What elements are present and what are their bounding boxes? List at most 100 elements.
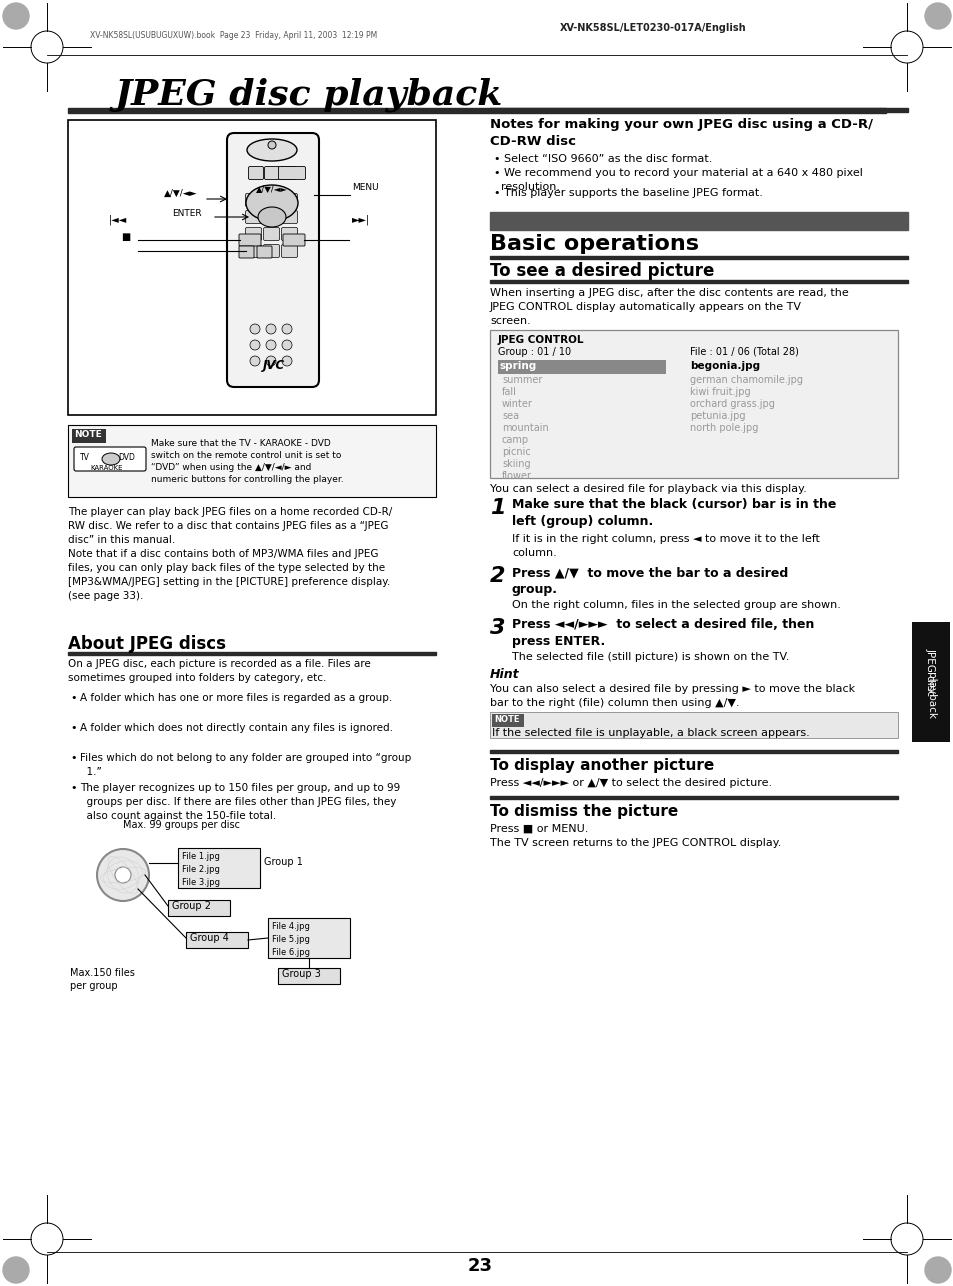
Text: If the selected file is unplayable, a black screen appears.: If the selected file is unplayable, a bl…	[492, 728, 809, 738]
Bar	[268, 918, 350, 958]
Ellipse shape	[257, 207, 286, 228]
FancyBboxPatch shape	[278, 166, 305, 180]
Text: ■: ■	[121, 231, 131, 242]
Bar	[178, 847, 260, 889]
Bar	[68, 652, 436, 655]
FancyBboxPatch shape	[263, 193, 279, 207]
FancyBboxPatch shape	[281, 211, 297, 224]
Text: kiwi fruit.jpg: kiwi fruit.jpg	[689, 387, 750, 397]
Text: 23: 23	[467, 1256, 492, 1274]
FancyBboxPatch shape	[245, 228, 261, 240]
Bar	[490, 256, 907, 258]
Text: 3: 3	[490, 619, 505, 638]
Text: •: •	[70, 754, 76, 763]
Text: To see a desired picture: To see a desired picture	[490, 262, 714, 280]
FancyBboxPatch shape	[239, 234, 261, 246]
Text: mountain: mountain	[501, 423, 548, 433]
Text: KARAOKE: KARAOKE	[90, 466, 122, 471]
Text: About JPEG discs: About JPEG discs	[68, 635, 226, 653]
Text: Make sure that the black (cursor) bar is in the
left (group) column.: Make sure that the black (cursor) bar is…	[512, 498, 836, 529]
Text: •: •	[70, 693, 76, 703]
Text: Group 2: Group 2	[172, 901, 211, 910]
Text: XV-NK58SL/LET0230-017A/English: XV-NK58SL/LET0230-017A/English	[559, 23, 746, 33]
Text: Notes for making your own JPEG disc using a CD-R/
CD-RW disc: Notes for making your own JPEG disc usin…	[490, 118, 872, 148]
Text: If it is in the right column, press ◄ to move it to the left
column.: If it is in the right column, press ◄ to…	[512, 534, 819, 558]
Text: On the right column, files in the selected group are shown.: On the right column, files in the select…	[512, 601, 840, 610]
Text: JPEG CONTROL: JPEG CONTROL	[497, 334, 584, 345]
Text: DVD: DVD	[118, 453, 134, 462]
FancyBboxPatch shape	[280, 166, 295, 180]
FancyBboxPatch shape	[264, 166, 279, 180]
Ellipse shape	[102, 453, 120, 466]
FancyBboxPatch shape	[245, 211, 261, 224]
Text: • Select “ISO 9660” as the disc format.: • Select “ISO 9660” as the disc format.	[494, 154, 712, 165]
Text: summer: summer	[501, 376, 542, 385]
Text: MENU: MENU	[352, 183, 378, 192]
Ellipse shape	[247, 139, 296, 161]
Bar	[490, 212, 907, 230]
Circle shape	[115, 867, 131, 883]
Text: File 6.jpg: File 6.jpg	[272, 948, 310, 957]
Text: •: •	[70, 783, 76, 793]
FancyBboxPatch shape	[263, 228, 279, 240]
Bar	[490, 331, 897, 478]
Text: • We recommend you to record your material at a 640 x 480 pixel
  resolution.: • We recommend you to record your materi…	[494, 168, 862, 192]
Text: File 4.jpg: File 4.jpg	[272, 922, 310, 931]
Circle shape	[3, 1256, 29, 1283]
Text: Max.150 files
per group: Max.150 files per group	[70, 968, 134, 992]
Text: camp: camp	[501, 435, 529, 445]
Bar	[71, 430, 106, 442]
Text: File 2.jpg: File 2.jpg	[182, 865, 219, 874]
Circle shape	[924, 1256, 950, 1283]
Bar	[168, 900, 230, 916]
Text: flower: flower	[501, 471, 532, 481]
Circle shape	[266, 356, 275, 367]
FancyBboxPatch shape	[227, 132, 318, 387]
Text: picnic: picnic	[501, 448, 530, 457]
Text: The player can play back JPEG files on a home recorded CD-R/
RW disc. We refer t: The player can play back JPEG files on a…	[68, 507, 392, 601]
Text: ►►|: ►►|	[352, 215, 370, 225]
Text: On a JPEG disc, each picture is recorded as a file. Files are
sometimes grouped : On a JPEG disc, each picture is recorded…	[68, 658, 371, 683]
Circle shape	[250, 324, 260, 334]
Circle shape	[250, 340, 260, 350]
FancyBboxPatch shape	[281, 228, 297, 240]
Bar	[186, 932, 248, 948]
Text: JVC: JVC	[263, 359, 285, 372]
Circle shape	[266, 324, 275, 334]
Text: Hint: Hint	[490, 667, 519, 682]
Circle shape	[282, 356, 292, 367]
Bar	[490, 750, 897, 752]
Text: Group 4: Group 4	[190, 934, 229, 943]
Circle shape	[268, 141, 275, 149]
Text: JPEG disc playback: JPEG disc playback	[115, 77, 503, 112]
Circle shape	[3, 3, 29, 30]
FancyBboxPatch shape	[281, 244, 297, 257]
Circle shape	[924, 3, 950, 30]
Text: playback: playback	[925, 673, 935, 719]
FancyBboxPatch shape	[263, 244, 279, 257]
FancyBboxPatch shape	[239, 246, 253, 258]
Text: petunia.jpg: petunia.jpg	[689, 412, 744, 421]
Bar	[277, 968, 339, 984]
Text: north pole.jpg: north pole.jpg	[689, 423, 758, 433]
Circle shape	[97, 849, 149, 901]
Text: A folder which does not directly contain any files is ignored.: A folder which does not directly contain…	[80, 723, 393, 733]
FancyBboxPatch shape	[263, 211, 279, 224]
Text: fall: fall	[501, 387, 517, 397]
FancyBboxPatch shape	[245, 193, 261, 207]
FancyBboxPatch shape	[283, 234, 305, 246]
Text: A folder which has one or more files is regarded as a group.: A folder which has one or more files is …	[80, 693, 392, 703]
Text: Press ◄◄/►►►  to select a desired file, then
press ENTER.: Press ◄◄/►►► to select a desired file, t…	[512, 619, 814, 648]
Bar	[68, 120, 436, 415]
Text: You can select a desired file for playback via this display.: You can select a desired file for playba…	[490, 484, 806, 494]
Circle shape	[282, 340, 292, 350]
Text: •: •	[70, 723, 76, 733]
Text: To dismiss the picture: To dismiss the picture	[490, 804, 678, 819]
Bar	[68, 108, 885, 113]
FancyBboxPatch shape	[74, 448, 146, 471]
Text: winter: winter	[501, 399, 533, 409]
Text: The selected file (still picture) is shown on the TV.: The selected file (still picture) is sho…	[512, 652, 788, 662]
Ellipse shape	[246, 185, 297, 221]
Bar	[911, 622, 949, 742]
Text: 1: 1	[490, 498, 505, 518]
